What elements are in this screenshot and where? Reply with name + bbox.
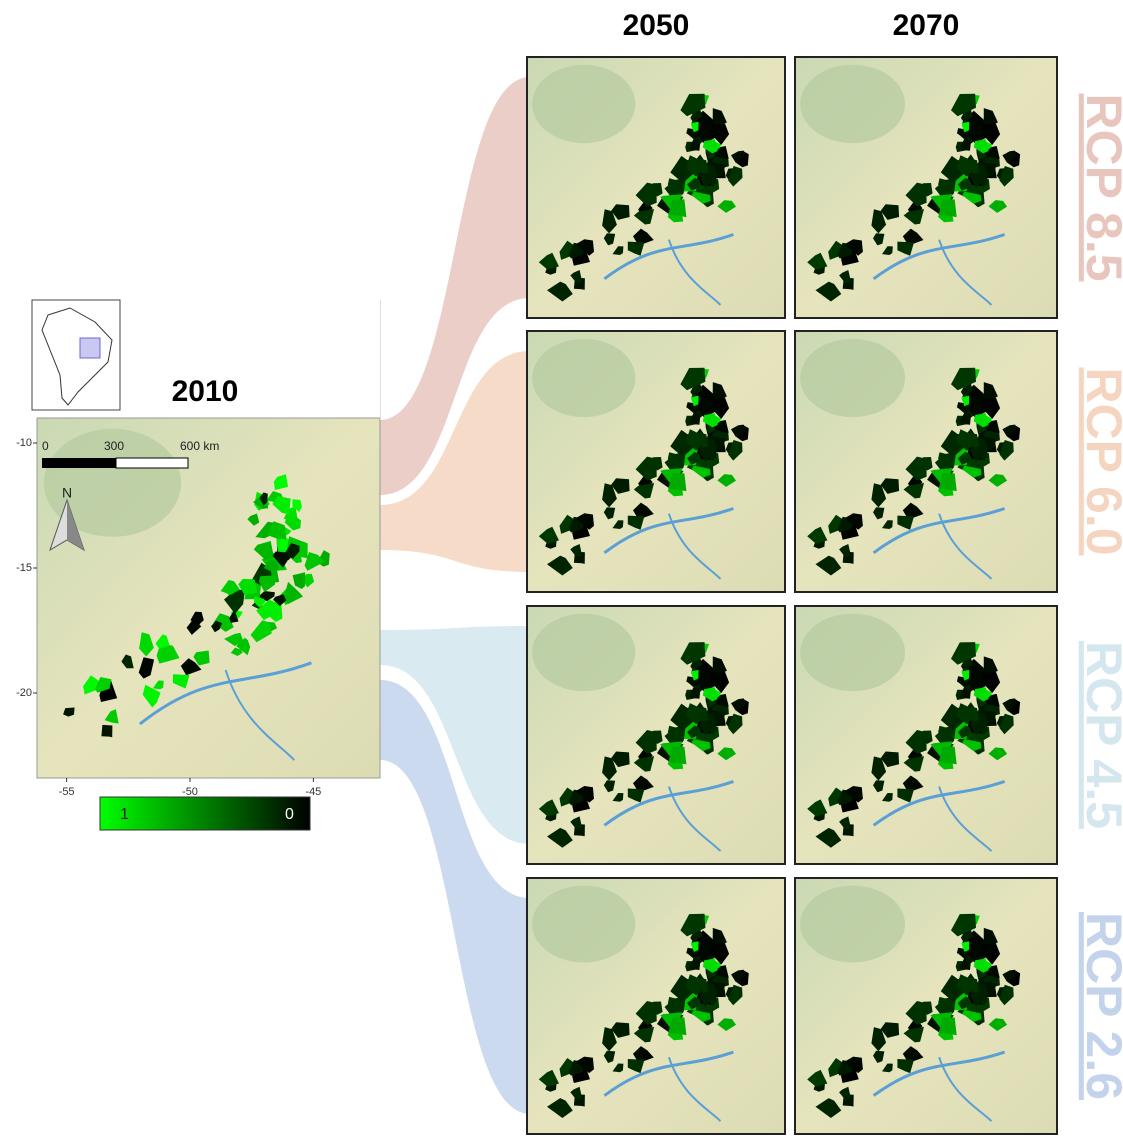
map-panels — [37, 57, 1057, 1134]
inset-border — [380, 300, 381, 420]
rcp-label: RCP 6.0 — [1076, 367, 1123, 555]
north-label: N — [62, 485, 72, 501]
region — [101, 725, 112, 737]
scale-bar-light — [116, 458, 188, 468]
highland — [532, 614, 635, 691]
y-tick-label: -15 — [16, 562, 32, 574]
y-tick-label: -20 — [16, 687, 32, 699]
figure: 2010 1 0 RCP 8.5 RCP 6.0 RCP 4.5 RCP 2.6 -55… — [0, 0, 1123, 1136]
highland — [800, 65, 905, 143]
scale-bar-dark — [42, 458, 116, 468]
highland — [800, 886, 905, 963]
rcp-label: RCP 2.6 — [1076, 912, 1123, 1100]
colorbar — [100, 797, 310, 830]
scale-label: 0 — [42, 439, 49, 453]
highland — [532, 65, 635, 143]
scale-label: 300 — [104, 439, 124, 453]
x-tick-label: -55 — [59, 786, 75, 798]
highland — [532, 339, 635, 417]
highland — [532, 886, 635, 963]
flow-ribbons — [380, 77, 530, 1114]
highland — [800, 614, 905, 691]
column-title: 2050 — [623, 9, 690, 42]
inset-region — [80, 338, 100, 358]
rcp-label: RCP 8.5 — [1076, 93, 1123, 281]
main-title: 2010 — [172, 375, 239, 408]
scale-label: 600 km — [180, 439, 219, 453]
rcp-label: RCP 4.5 — [1076, 641, 1123, 829]
x-tick-label: -45 — [305, 786, 321, 798]
x-tick-label: -50 — [182, 786, 198, 798]
legend-low: 0 — [285, 806, 294, 823]
highland — [800, 339, 905, 417]
column-title: 2070 — [893, 9, 960, 42]
legend-high: 1 — [120, 806, 129, 823]
y-tick-label: -10 — [16, 437, 32, 449]
